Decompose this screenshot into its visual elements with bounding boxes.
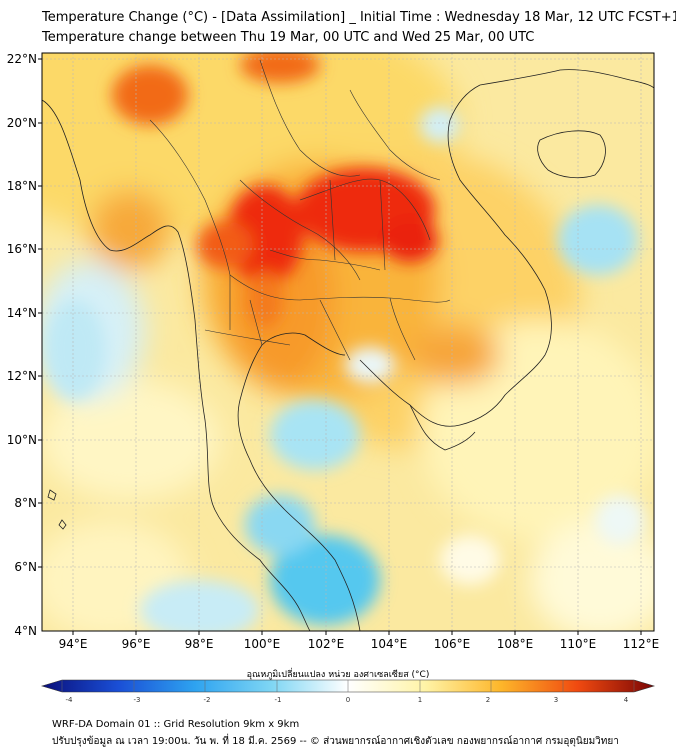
lon-label: 108°E — [497, 637, 534, 651]
footer-credit: ปรับปรุงข้อมูล ณ เวลา 19:00น. วัน พ. ที่… — [52, 736, 619, 747]
colorbar-tick: -1 — [275, 696, 282, 704]
map-title: Temperature Change (°C) - [Data Assimila… — [42, 10, 676, 25]
lon-label: 100°E — [244, 637, 281, 651]
lon-label: 110°E — [560, 637, 597, 651]
lon-label: 98°E — [185, 637, 214, 651]
lon-label: 112°E — [623, 637, 660, 651]
lat-label: 16°N — [7, 242, 37, 256]
lat-label: 4°N — [14, 624, 37, 638]
colorbar: -4 -3 -2 -1 0 1 2 3 4 — [40, 679, 656, 704]
lon-label: 94°E — [59, 637, 88, 651]
colorbar-tick: 0 — [346, 696, 350, 704]
colorbar-tick: 1 — [418, 696, 422, 704]
colorbar-title: อุณหภูมิเปลี่ยนแปลง หน่วย องศาเซลเซียส (… — [246, 670, 430, 680]
colorbar-tick: 2 — [486, 696, 490, 704]
lat-label: 10°N — [7, 433, 37, 447]
map-subtitle: Temperature change between Thu 19 Mar, 0… — [42, 30, 535, 45]
colorbar-tick: -3 — [134, 696, 141, 704]
colorbar-tick: -2 — [204, 696, 211, 704]
lon-label: 96°E — [122, 637, 151, 651]
lat-label: 12°N — [7, 369, 37, 383]
colorbar-tick: 3 — [554, 696, 558, 704]
lon-label: 102°E — [308, 637, 345, 651]
graticule — [42, 53, 654, 631]
colorbar-tick: -4 — [66, 696, 74, 704]
footer-model-info: WRF-DA Domain 01 :: Grid Resolution 9km … — [52, 719, 300, 730]
lat-label: 20°N — [7, 116, 37, 130]
lat-label: 22°N — [7, 52, 37, 66]
admin-borders — [149, 59, 451, 361]
lat-label: 18°N — [7, 179, 37, 193]
coastlines — [42, 69, 654, 631]
lat-label: 6°N — [14, 560, 37, 574]
lon-label: 104°E — [371, 637, 408, 651]
lat-label: 8°N — [14, 496, 37, 510]
lon-label: 106°E — [434, 637, 471, 651]
lat-label: 14°N — [7, 306, 37, 320]
colorbar-tick: 4 — [624, 696, 629, 704]
axis-ticks — [38, 58, 642, 635]
temperature-field — [42, 53, 654, 631]
map-frame — [41, 52, 655, 632]
